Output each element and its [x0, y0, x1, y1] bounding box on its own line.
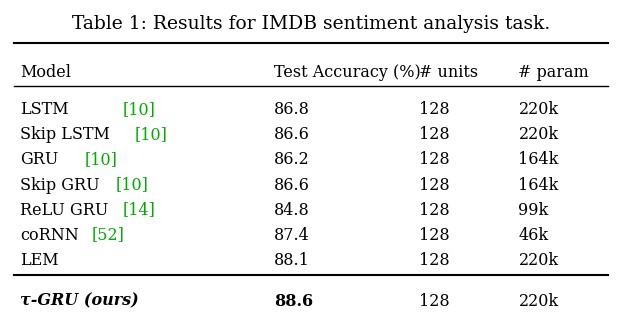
Text: 86.6: 86.6: [274, 176, 310, 193]
Text: 88.6: 88.6: [274, 293, 313, 310]
Text: 86.6: 86.6: [274, 127, 310, 143]
Text: 220k: 220k: [519, 127, 559, 143]
Text: 99k: 99k: [519, 202, 549, 219]
Text: 128: 128: [419, 127, 450, 143]
Text: τ-GRU (ours): τ-GRU (ours): [20, 293, 139, 310]
Text: LEM: LEM: [20, 252, 58, 268]
Text: # units: # units: [419, 64, 478, 81]
Text: 164k: 164k: [519, 176, 559, 193]
Text: coRNN: coRNN: [20, 227, 79, 244]
Text: Table 1: Results for IMDB sentiment analysis task.: Table 1: Results for IMDB sentiment anal…: [72, 15, 550, 33]
Text: [14]: [14]: [122, 202, 155, 219]
Text: [10]: [10]: [116, 176, 149, 193]
Text: Skip LSTM: Skip LSTM: [20, 127, 110, 143]
Text: 128: 128: [419, 176, 450, 193]
Text: 87.4: 87.4: [274, 227, 310, 244]
Text: 164k: 164k: [519, 151, 559, 169]
Text: 128: 128: [419, 151, 450, 169]
Text: [10]: [10]: [122, 101, 155, 118]
Text: [10]: [10]: [134, 127, 167, 143]
Text: 86.2: 86.2: [274, 151, 310, 169]
Text: Skip GRU: Skip GRU: [20, 176, 100, 193]
Text: 220k: 220k: [519, 293, 559, 310]
Text: 220k: 220k: [519, 252, 559, 268]
Text: 128: 128: [419, 252, 450, 268]
Text: [52]: [52]: [91, 227, 124, 244]
Text: Test Accuracy (%): Test Accuracy (%): [274, 64, 420, 81]
Text: 220k: 220k: [519, 101, 559, 118]
Text: 88.1: 88.1: [274, 252, 310, 268]
Text: 86.8: 86.8: [274, 101, 310, 118]
Text: GRU: GRU: [20, 151, 58, 169]
Text: [10]: [10]: [85, 151, 118, 169]
Text: 128: 128: [419, 227, 450, 244]
Text: 128: 128: [419, 293, 450, 310]
Text: ReLU GRU: ReLU GRU: [20, 202, 108, 219]
Text: 46k: 46k: [519, 227, 549, 244]
Text: # param: # param: [519, 64, 589, 81]
Text: 84.8: 84.8: [274, 202, 310, 219]
Text: 128: 128: [419, 101, 450, 118]
Text: LSTM: LSTM: [20, 101, 68, 118]
Text: 128: 128: [419, 202, 450, 219]
Text: Model: Model: [20, 64, 71, 81]
